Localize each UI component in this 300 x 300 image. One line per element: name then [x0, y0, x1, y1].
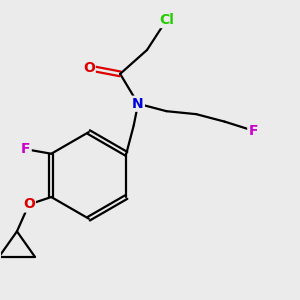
Text: F: F: [21, 142, 31, 156]
Text: O: O: [23, 197, 35, 212]
Text: Cl: Cl: [159, 13, 174, 27]
Text: F: F: [248, 124, 258, 138]
Text: N: N: [132, 97, 144, 111]
Text: O: O: [83, 61, 95, 75]
